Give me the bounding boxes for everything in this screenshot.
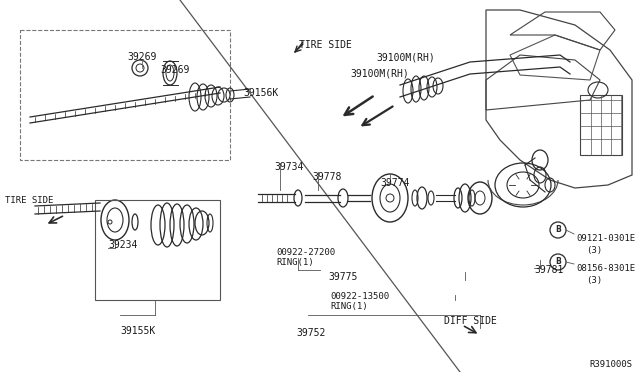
Text: 39269: 39269 <box>160 65 189 75</box>
Text: 39752: 39752 <box>296 328 325 338</box>
Text: B: B <box>555 225 561 234</box>
Text: 39155K: 39155K <box>120 326 156 336</box>
Text: 39234: 39234 <box>108 240 138 250</box>
Text: 39156K: 39156K <box>243 88 278 98</box>
Text: (3): (3) <box>586 276 602 285</box>
Text: TIRE SIDE: TIRE SIDE <box>5 196 53 205</box>
Text: TIRE SIDE: TIRE SIDE <box>299 40 352 50</box>
Bar <box>20 30 230 160</box>
Text: (3): (3) <box>586 246 602 255</box>
Text: 39269: 39269 <box>127 52 157 62</box>
Text: R391000S: R391000S <box>589 360 632 369</box>
Text: 08156-8301E: 08156-8301E <box>576 264 635 273</box>
Text: 39734: 39734 <box>274 162 303 172</box>
Text: 09121-0301E: 09121-0301E <box>576 234 635 243</box>
Text: B: B <box>555 257 561 266</box>
Text: 39775: 39775 <box>328 272 357 282</box>
Text: 39100M(RH): 39100M(RH) <box>350 68 409 78</box>
Text: DIFF SIDE: DIFF SIDE <box>444 316 497 326</box>
Text: 39781: 39781 <box>534 265 563 275</box>
Text: RING(1): RING(1) <box>276 258 314 267</box>
Text: 39778: 39778 <box>312 172 341 182</box>
Text: RING(1): RING(1) <box>330 302 367 311</box>
Text: 39774: 39774 <box>380 178 410 188</box>
Bar <box>95 200 220 300</box>
Text: 39100M(RH): 39100M(RH) <box>376 52 435 62</box>
Text: 00922-27200: 00922-27200 <box>276 248 335 257</box>
Text: 00922-13500: 00922-13500 <box>330 292 389 301</box>
Bar <box>580 95 622 155</box>
